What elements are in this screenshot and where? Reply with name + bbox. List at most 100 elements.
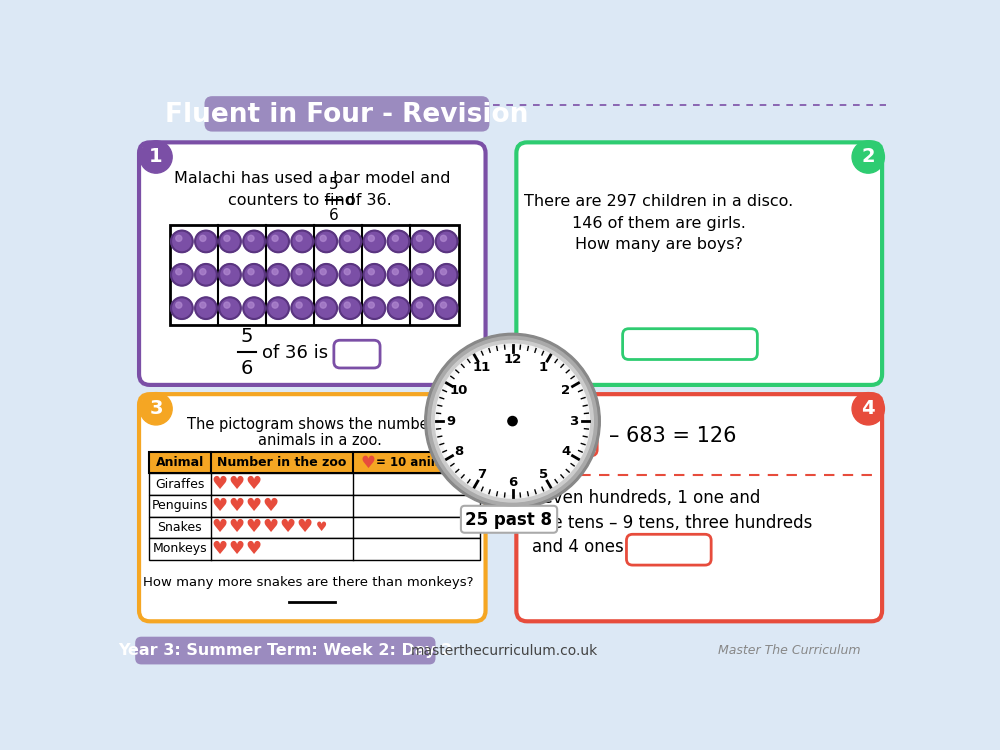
- Text: Monkeys: Monkeys: [153, 542, 207, 556]
- Circle shape: [320, 302, 326, 308]
- Text: Animal: Animal: [156, 456, 204, 470]
- Circle shape: [243, 297, 265, 319]
- Circle shape: [291, 297, 313, 319]
- Circle shape: [440, 302, 447, 308]
- Circle shape: [243, 264, 265, 286]
- FancyBboxPatch shape: [516, 142, 882, 385]
- Text: 5: 5: [241, 328, 253, 346]
- Circle shape: [412, 264, 433, 286]
- Circle shape: [315, 264, 337, 286]
- Text: Fluent in Four - Revision: Fluent in Four - Revision: [165, 102, 529, 128]
- Text: masterthecurriculum.co.uk: masterthecurriculum.co.uk: [411, 644, 598, 658]
- Text: five tens – 9 tens, three hundreds: five tens – 9 tens, three hundreds: [532, 514, 812, 532]
- Circle shape: [368, 268, 374, 274]
- Circle shape: [412, 297, 433, 319]
- FancyBboxPatch shape: [139, 142, 486, 385]
- Circle shape: [320, 268, 326, 274]
- Circle shape: [852, 141, 884, 173]
- Text: Year 3: Summer Term: Week 2: Day 2: Year 3: Summer Term: Week 2: Day 2: [118, 643, 452, 658]
- Text: 1: 1: [539, 362, 548, 374]
- Text: and 4 ones =: and 4 ones =: [532, 538, 643, 556]
- Text: 11: 11: [473, 362, 491, 374]
- Text: 2: 2: [561, 384, 570, 397]
- Circle shape: [344, 236, 350, 242]
- Circle shape: [267, 297, 289, 319]
- Circle shape: [436, 230, 457, 252]
- Text: 9: 9: [446, 415, 455, 428]
- Text: ♥: ♥: [246, 518, 262, 536]
- Circle shape: [339, 230, 361, 252]
- Circle shape: [200, 268, 206, 274]
- Bar: [149, 473, 480, 495]
- Circle shape: [432, 340, 593, 502]
- Circle shape: [195, 297, 217, 319]
- Circle shape: [368, 302, 374, 308]
- Circle shape: [439, 348, 586, 494]
- Text: ♥: ♥: [229, 496, 245, 514]
- Circle shape: [436, 264, 457, 286]
- Text: How many are boys?: How many are boys?: [575, 237, 743, 252]
- Bar: [149, 495, 480, 517]
- Circle shape: [224, 236, 230, 242]
- Circle shape: [171, 264, 193, 286]
- Circle shape: [176, 236, 182, 242]
- Circle shape: [392, 302, 398, 308]
- Text: ♥: ♥: [361, 454, 376, 472]
- Text: Malachi has used a bar model and: Malachi has used a bar model and: [174, 171, 451, 186]
- Text: ♥: ♥: [316, 520, 327, 534]
- Circle shape: [392, 236, 398, 242]
- Text: Giraffes: Giraffes: [155, 478, 205, 490]
- Circle shape: [224, 268, 230, 274]
- Text: The pictogram shows the number of: The pictogram shows the number of: [187, 418, 453, 433]
- Circle shape: [364, 230, 385, 252]
- FancyBboxPatch shape: [334, 340, 380, 368]
- Circle shape: [315, 297, 337, 319]
- FancyBboxPatch shape: [461, 506, 557, 532]
- Text: Seven hundreds, 1 one and: Seven hundreds, 1 one and: [532, 489, 760, 507]
- Text: Penguins: Penguins: [152, 500, 208, 512]
- Text: 3: 3: [569, 415, 579, 428]
- Circle shape: [176, 268, 182, 274]
- Circle shape: [508, 416, 517, 426]
- Circle shape: [200, 236, 206, 242]
- Text: There are 297 children in a disco.: There are 297 children in a disco.: [524, 194, 793, 209]
- Text: ♥: ♥: [246, 476, 262, 494]
- Circle shape: [368, 236, 374, 242]
- Circle shape: [219, 230, 241, 252]
- Text: – 683 = 126: – 683 = 126: [609, 427, 736, 446]
- Circle shape: [171, 230, 193, 252]
- Circle shape: [291, 264, 313, 286]
- Text: 146 of them are girls.: 146 of them are girls.: [572, 216, 746, 231]
- Bar: [149, 538, 480, 560]
- Circle shape: [171, 297, 193, 319]
- Circle shape: [219, 264, 241, 286]
- Text: 7: 7: [477, 468, 486, 481]
- Text: 8: 8: [455, 446, 464, 458]
- Text: 4: 4: [561, 446, 570, 458]
- Text: ♥: ♥: [229, 518, 245, 536]
- Circle shape: [272, 302, 278, 308]
- Text: 3: 3: [149, 399, 163, 418]
- Text: = 10 animals: = 10 animals: [376, 456, 462, 470]
- Text: 4: 4: [861, 399, 875, 418]
- Text: ♥: ♥: [280, 518, 296, 536]
- Bar: [149, 517, 480, 538]
- Text: ♥: ♥: [297, 518, 313, 536]
- Circle shape: [428, 337, 597, 506]
- Text: 6: 6: [241, 359, 253, 379]
- Circle shape: [388, 264, 409, 286]
- Bar: [149, 452, 480, 473]
- Circle shape: [267, 264, 289, 286]
- FancyBboxPatch shape: [536, 417, 597, 456]
- FancyBboxPatch shape: [139, 394, 486, 621]
- Circle shape: [267, 230, 289, 252]
- Circle shape: [412, 230, 433, 252]
- Circle shape: [296, 302, 302, 308]
- Text: Number in the zoo: Number in the zoo: [217, 456, 347, 470]
- Circle shape: [344, 268, 350, 274]
- Circle shape: [320, 236, 326, 242]
- Text: ♥: ♥: [263, 518, 279, 536]
- Circle shape: [436, 344, 590, 498]
- Circle shape: [291, 230, 313, 252]
- Text: counters to find: counters to find: [228, 193, 360, 208]
